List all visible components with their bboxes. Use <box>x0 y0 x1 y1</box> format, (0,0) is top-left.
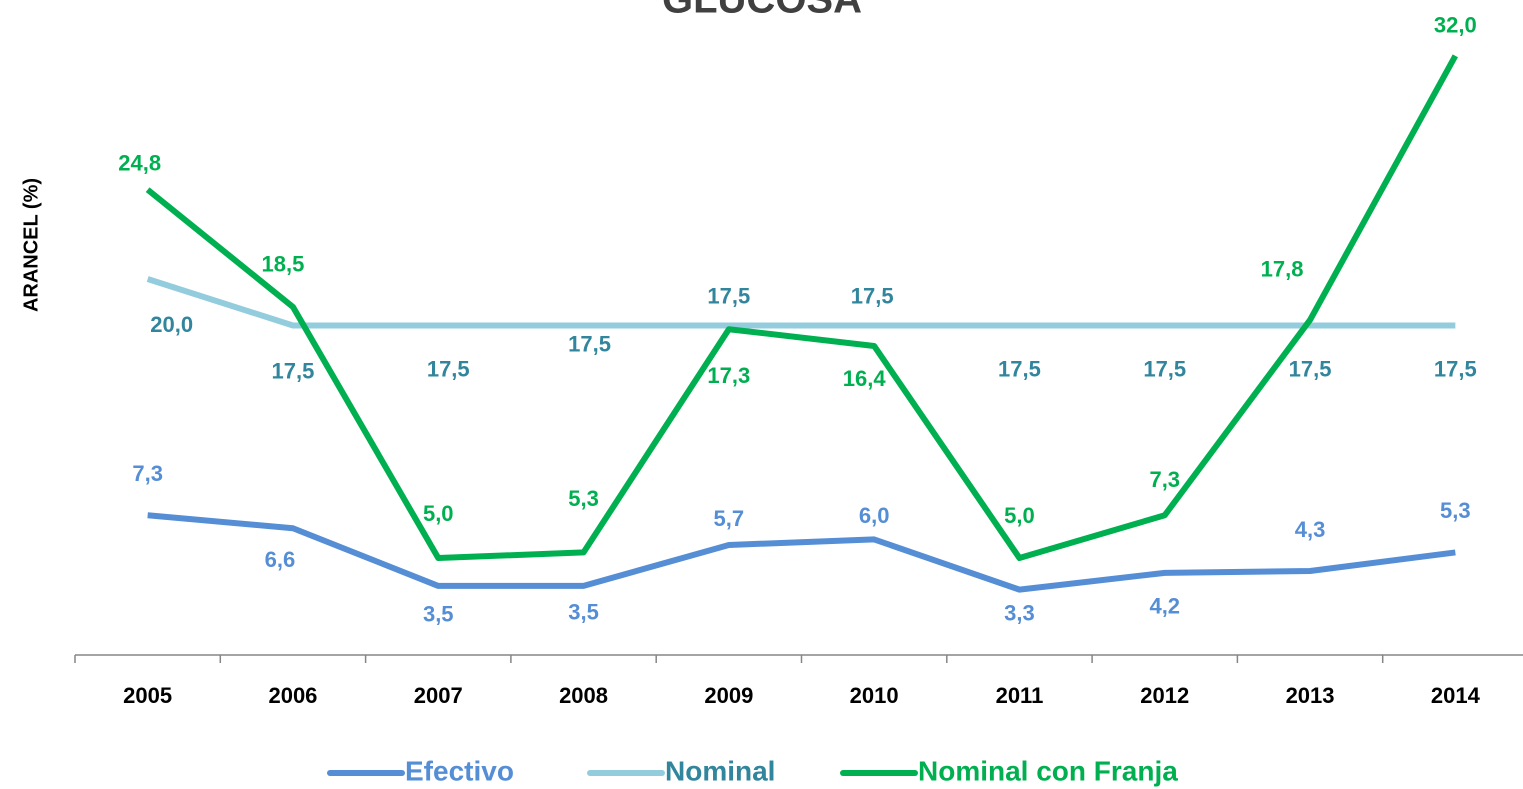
data-label: 5,0 <box>423 501 454 526</box>
data-label: 6,0 <box>859 503 890 528</box>
data-label: 17,5 <box>998 356 1041 381</box>
x-tick-label: 2007 <box>414 683 463 708</box>
data-label: 6,6 <box>265 547 296 572</box>
line-1 <box>146 276 1456 329</box>
data-label: 32,0 <box>1434 13 1477 38</box>
legend-label: Nominal con Franja <box>918 755 1178 786</box>
data-label: 17,8 <box>1261 257 1304 282</box>
data-label: 24,8 <box>118 151 161 176</box>
data-label: 7,3 <box>132 461 163 486</box>
data-label: 3,5 <box>423 602 454 627</box>
line-2 <box>145 54 1458 561</box>
chart-title: GLUCOSA <box>662 0 862 22</box>
x-tick-label: 2006 <box>268 683 317 708</box>
data-label: 4,3 <box>1295 517 1326 542</box>
data-label: 3,3 <box>1004 600 1035 625</box>
x-tick-label: 2013 <box>1286 683 1335 708</box>
data-label: 20,0 <box>150 312 193 337</box>
data-label: 16,4 <box>843 366 887 391</box>
data-label: 17,5 <box>1143 356 1186 381</box>
x-tick-label: 2009 <box>704 683 753 708</box>
x-tick-label: 2011 <box>996 683 1044 708</box>
x-tick-label: 2008 <box>559 683 608 708</box>
data-label: 17,5 <box>272 358 315 383</box>
data-label: 17,5 <box>707 283 750 308</box>
data-label: 17,5 <box>1289 356 1332 381</box>
data-label: 17,5 <box>427 356 470 381</box>
x-tick-label: 2014 <box>1431 683 1481 708</box>
x-tick-label: 2012 <box>1140 683 1189 708</box>
data-label: 3,5 <box>568 600 599 625</box>
data-label: 5,0 <box>1004 503 1035 528</box>
data-label: 5,3 <box>1440 498 1471 523</box>
data-label: 5,3 <box>568 486 599 511</box>
data-label: 5,7 <box>714 506 745 531</box>
data-label: 7,3 <box>1149 467 1180 492</box>
data-label: 4,2 <box>1149 594 1180 619</box>
x-tick-label: 2010 <box>850 683 899 708</box>
data-label: 17,3 <box>707 363 750 388</box>
data-label: 17,5 <box>568 331 611 356</box>
x-tick-label: 2005 <box>123 683 172 708</box>
legend-label: Nominal <box>665 755 775 786</box>
data-label: 17,5 <box>1434 356 1477 381</box>
y-axis-label: ARANCEL (%) <box>20 178 42 312</box>
data-label: 18,5 <box>262 252 305 277</box>
data-label: 17,5 <box>851 283 894 308</box>
line-0 <box>147 512 1456 593</box>
legend-label: Efectivo <box>405 755 514 786</box>
